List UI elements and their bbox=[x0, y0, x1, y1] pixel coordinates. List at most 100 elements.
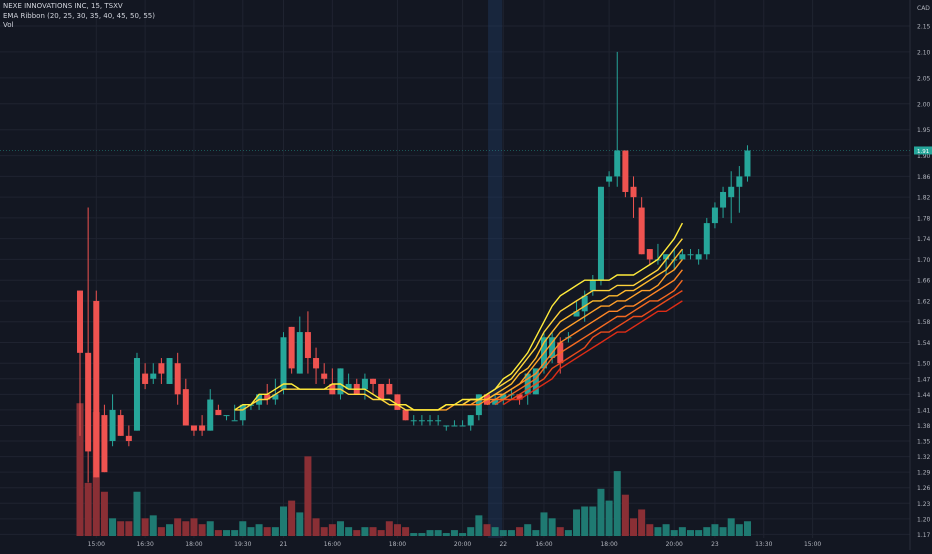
volume-bar bbox=[385, 521, 393, 536]
candle-body bbox=[133, 358, 140, 431]
time-tick-label: 16:00 bbox=[324, 541, 341, 548]
ema-line-50 bbox=[494, 290, 683, 406]
volume-bar bbox=[646, 524, 654, 536]
candle-body bbox=[378, 383, 385, 400]
session-break-band bbox=[488, 0, 503, 538]
volume-bar bbox=[328, 524, 336, 536]
candle-body bbox=[174, 363, 181, 395]
price-tick-label: 1.58 bbox=[917, 319, 931, 326]
candle-body bbox=[695, 254, 702, 260]
volume-bar bbox=[100, 491, 108, 536]
candle-body bbox=[720, 191, 727, 208]
candle-body bbox=[182, 389, 189, 426]
volume-bar bbox=[719, 527, 727, 536]
price-tick-label: 1.78 bbox=[917, 215, 931, 222]
candle-body bbox=[467, 415, 474, 426]
candle-body bbox=[663, 254, 670, 260]
ema-line-55 bbox=[502, 300, 683, 406]
indicator-ema-ribbon-label[interactable]: EMA Ribbon (20, 25, 30, 35, 40, 45, 50, … bbox=[3, 11, 155, 20]
volume-bar bbox=[564, 530, 572, 536]
volume-bar bbox=[581, 506, 589, 536]
volume-bar bbox=[353, 530, 361, 536]
volume-bar bbox=[304, 456, 312, 536]
time-tick-label: 18:00 bbox=[185, 541, 202, 548]
price-tick-label: 1.20 bbox=[917, 516, 931, 523]
candle-body bbox=[264, 394, 271, 400]
time-tick-label: 16:00 bbox=[535, 541, 552, 548]
volume-bar bbox=[125, 521, 133, 536]
candle-body bbox=[313, 358, 320, 369]
candle-body bbox=[703, 223, 710, 255]
volume-bar bbox=[223, 530, 231, 536]
candle-body bbox=[280, 337, 287, 390]
symbol-title[interactable]: NEXE INNOVATIONS INC, 15, TSXV bbox=[3, 2, 123, 10]
volume-bar bbox=[320, 527, 328, 536]
volume-bar bbox=[263, 527, 271, 536]
candle-body bbox=[117, 415, 124, 436]
price-tick-label: 1.35 bbox=[917, 439, 931, 446]
candle-body bbox=[492, 399, 499, 405]
candle-body bbox=[85, 352, 92, 452]
candle-body bbox=[435, 420, 442, 422]
volume-bar bbox=[638, 509, 646, 536]
volume-bar bbox=[475, 515, 483, 536]
price-tick-label: 1.32 bbox=[917, 454, 931, 461]
candle-body bbox=[427, 420, 434, 422]
volume-bar bbox=[369, 527, 377, 536]
volume-bar bbox=[157, 527, 165, 536]
candle-body bbox=[77, 290, 83, 353]
candle-body bbox=[573, 311, 580, 317]
volume-bar bbox=[174, 518, 182, 536]
volume-bar bbox=[573, 509, 581, 536]
price-tick-label: 1.95 bbox=[917, 127, 931, 134]
volume-bar bbox=[109, 518, 117, 536]
price-tick-label: 1.86 bbox=[917, 174, 931, 181]
volume-bar bbox=[336, 521, 344, 536]
volume-bar bbox=[76, 403, 84, 536]
candle-body bbox=[532, 368, 539, 395]
price-tick-label: 1.90 bbox=[917, 153, 931, 160]
candle-body bbox=[402, 409, 409, 421]
candle-body bbox=[744, 150, 751, 177]
candle-body bbox=[321, 373, 328, 379]
time-tick-label: 18:00 bbox=[389, 541, 406, 548]
grid bbox=[0, 0, 910, 538]
volume-bar bbox=[133, 491, 141, 536]
time-tick-label: 23 bbox=[711, 541, 719, 548]
volume-bar bbox=[214, 530, 222, 536]
candle-body bbox=[288, 326, 295, 369]
price-tick-label: 2.15 bbox=[917, 23, 931, 30]
volume-bar bbox=[247, 527, 255, 536]
volume-bar bbox=[532, 530, 540, 536]
candle-body bbox=[190, 425, 197, 431]
volume-bar bbox=[589, 506, 597, 536]
time-tick-label: 20:00 bbox=[666, 541, 683, 548]
volume-bar bbox=[483, 524, 491, 536]
price-tick-label: 1.41 bbox=[917, 407, 931, 414]
candle-body bbox=[125, 435, 132, 442]
candle-body bbox=[231, 420, 238, 422]
volume-bar bbox=[271, 527, 279, 536]
volume-bar bbox=[735, 524, 743, 536]
candle-body bbox=[418, 420, 425, 422]
volume-bar bbox=[743, 521, 751, 536]
time-tick-label: 15:00 bbox=[88, 541, 105, 548]
volume-bar bbox=[630, 518, 638, 536]
volume-bar bbox=[467, 527, 475, 536]
volume-bar bbox=[149, 515, 157, 536]
candle-body bbox=[679, 254, 686, 260]
indicator-volume-label[interactable]: Vol bbox=[3, 21, 14, 29]
volume-bar bbox=[687, 530, 694, 536]
candle-body bbox=[711, 207, 718, 224]
volume-bar bbox=[182, 521, 190, 536]
candle-body bbox=[500, 394, 507, 400]
candle-body bbox=[630, 186, 637, 198]
volume-bar bbox=[312, 518, 320, 536]
time-tick-label: 18:00 bbox=[600, 541, 617, 548]
session-highlight bbox=[488, 0, 503, 538]
volume-bar bbox=[418, 533, 426, 536]
candle-body bbox=[207, 399, 214, 431]
price-tick-label: 1.47 bbox=[917, 376, 931, 383]
volume-bar bbox=[491, 527, 499, 536]
